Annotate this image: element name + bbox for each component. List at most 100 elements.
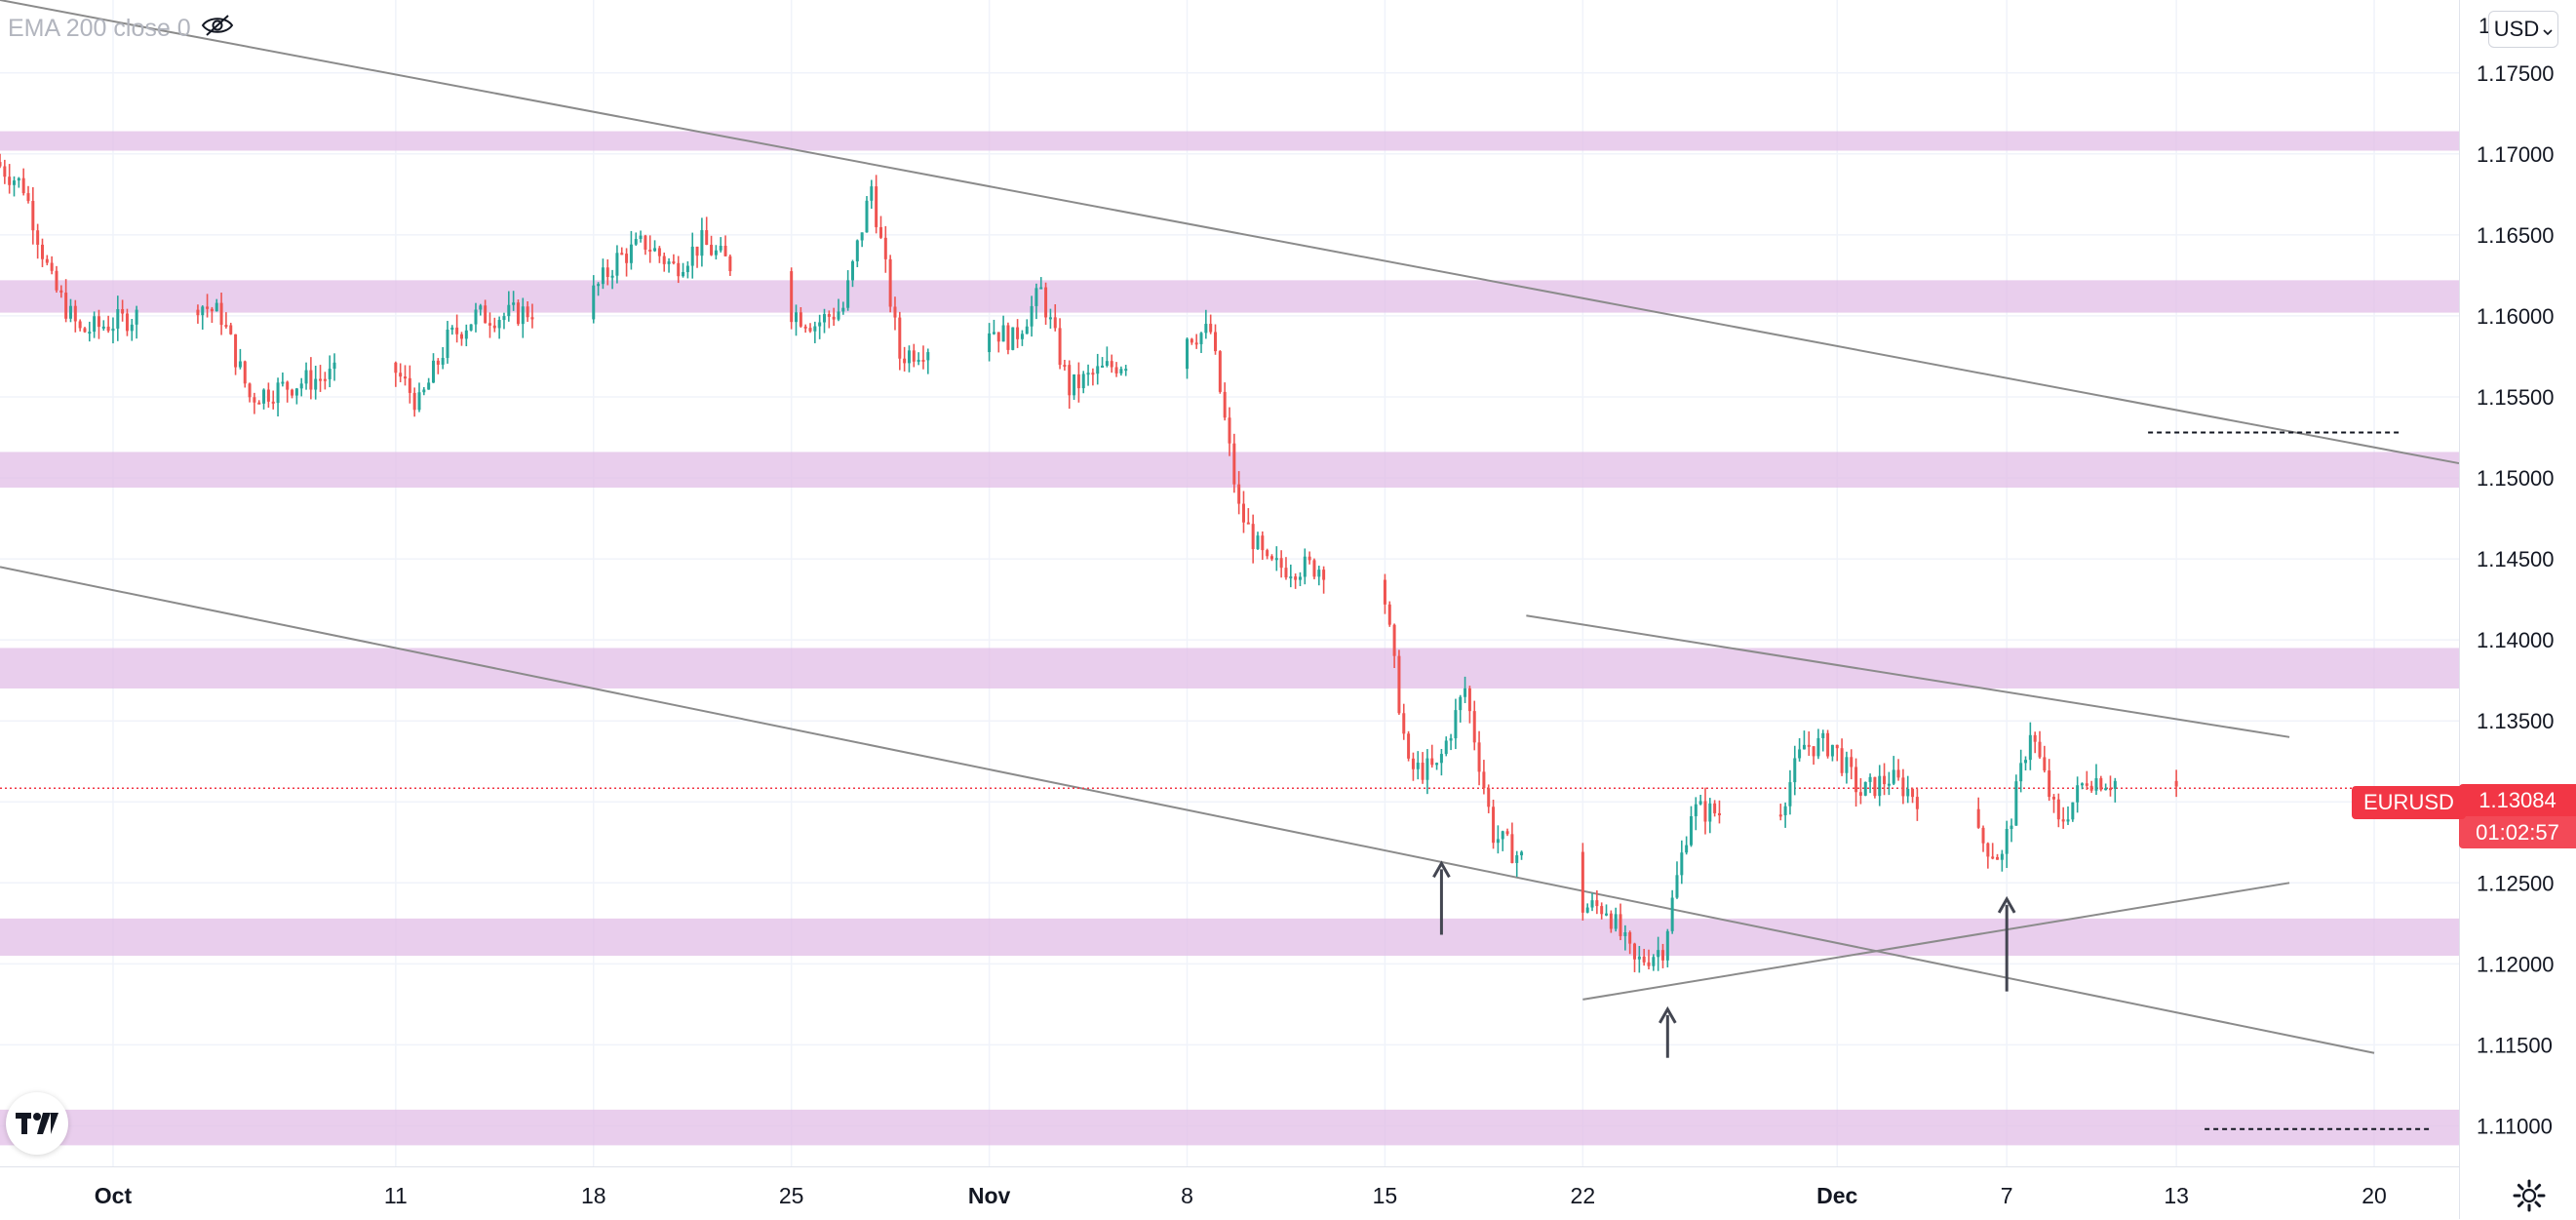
candle-body <box>417 392 421 411</box>
price-tick-label: 1.12000 <box>2477 952 2555 976</box>
currency-select[interactable]: USD <box>2488 11 2558 48</box>
candle-body <box>898 317 902 359</box>
indicator-legend[interactable]: EMA 200 close 0 <box>8 14 234 44</box>
price-axis-separator <box>2459 0 2460 1219</box>
candle-body <box>229 325 233 335</box>
candle-body <box>685 265 689 272</box>
candle-body <box>672 261 676 264</box>
time-tick-label: 20 <box>2361 1183 2387 1208</box>
currency-label: USD <box>2493 17 2540 41</box>
candle-body <box>1454 710 1458 739</box>
candle-body <box>921 359 925 362</box>
candle-body <box>2108 788 2112 791</box>
candle-body <box>1392 624 1396 656</box>
candle-body <box>1251 524 1255 550</box>
candle-body <box>224 325 228 328</box>
zone-band <box>0 648 2459 689</box>
candle-body <box>2014 781 2018 826</box>
candle-body <box>926 352 930 361</box>
candle-body <box>1835 744 1839 749</box>
price-axis-cap: 1 <box>2478 14 2491 38</box>
chart-grid <box>0 0 2459 1166</box>
time-tick-label: 11 <box>384 1183 408 1208</box>
price-tick-label: 1.11500 <box>2477 1033 2553 1057</box>
candle-body <box>988 333 992 353</box>
tradingview-logo[interactable] <box>6 1092 68 1155</box>
candle-body <box>497 320 501 329</box>
candle-body <box>266 389 270 402</box>
candle-body <box>682 271 685 277</box>
candle-body <box>1016 327 1020 339</box>
candle-body <box>502 316 506 321</box>
candle-body <box>294 388 298 396</box>
candle-body <box>883 237 887 259</box>
candle-body <box>620 253 624 256</box>
candle-body <box>1086 373 1090 375</box>
time-axis: Oct 11 18 25 Nov 8 15 22 Dec 7 13 20 <box>95 1183 2387 1208</box>
candle-body <box>1482 771 1486 789</box>
eye-crossed-icon[interactable] <box>201 14 234 44</box>
candle-body <box>1609 913 1613 929</box>
candle-body <box>17 177 20 181</box>
candle-body <box>1096 366 1100 374</box>
candle-body <box>1048 317 1052 320</box>
candle-body <box>45 258 49 263</box>
price-tick-label: 1.14500 <box>2477 547 2555 571</box>
time-tick-label: 22 <box>1571 1183 1596 1208</box>
candle-body <box>31 201 35 231</box>
candle-body <box>1685 845 1689 853</box>
candle-body <box>1322 570 1326 580</box>
price-tick-label: 1.11000 <box>2477 1114 2553 1138</box>
candle-body <box>427 382 431 390</box>
candle-body <box>917 359 920 362</box>
time-tick-label: Nov <box>968 1183 1011 1208</box>
trendline <box>1526 614 2290 738</box>
candle-body <box>2085 783 2088 786</box>
candle-body <box>2024 760 2028 764</box>
candle-body <box>1783 806 1787 815</box>
candle-body <box>0 162 2 167</box>
candle-body <box>710 244 714 256</box>
candle-body <box>101 326 105 329</box>
candle-body <box>1660 950 1664 961</box>
time-tick-label: 18 <box>581 1183 606 1208</box>
candle-body <box>1642 956 1646 963</box>
candle-body <box>196 309 200 316</box>
candle-body <box>2033 734 2037 742</box>
candle-body <box>1883 775 1887 785</box>
candle-body <box>526 306 529 318</box>
candle-body <box>1237 484 1241 504</box>
candle-body <box>1269 556 1273 560</box>
candle-body <box>408 377 411 393</box>
candle-body <box>1467 688 1471 712</box>
trendline <box>0 566 2375 1054</box>
candle-body <box>648 249 652 252</box>
candle-body <box>1996 856 2000 860</box>
annotation-arrows <box>1432 860 2016 1058</box>
candle-body <box>695 246 699 256</box>
candle-body <box>1199 333 1203 344</box>
candle-body <box>1001 325 1005 342</box>
candle-body <box>1501 831 1504 840</box>
candle-body <box>1991 856 1995 859</box>
candle-body <box>314 378 318 390</box>
price-tick-label: 1.12500 <box>2477 871 2555 895</box>
candle-body <box>1665 930 1669 961</box>
candle-body <box>813 326 817 332</box>
candle-body <box>823 314 826 323</box>
arrow-head <box>1659 1005 1677 1024</box>
candle-body <box>1124 369 1128 372</box>
price-tick-label: 1.17500 <box>2477 61 2555 86</box>
candle-body <box>1444 740 1448 755</box>
gear-icon[interactable] <box>2510 1176 2549 1215</box>
candle-body <box>1619 914 1622 936</box>
candle-body <box>450 327 454 330</box>
candle-body <box>1194 342 1198 345</box>
candle-body <box>8 177 12 185</box>
candle-body <box>865 200 869 233</box>
candle-body <box>2080 783 2084 786</box>
candle-body <box>328 369 332 379</box>
candle-body <box>832 316 836 320</box>
candle-body <box>2174 780 2178 787</box>
